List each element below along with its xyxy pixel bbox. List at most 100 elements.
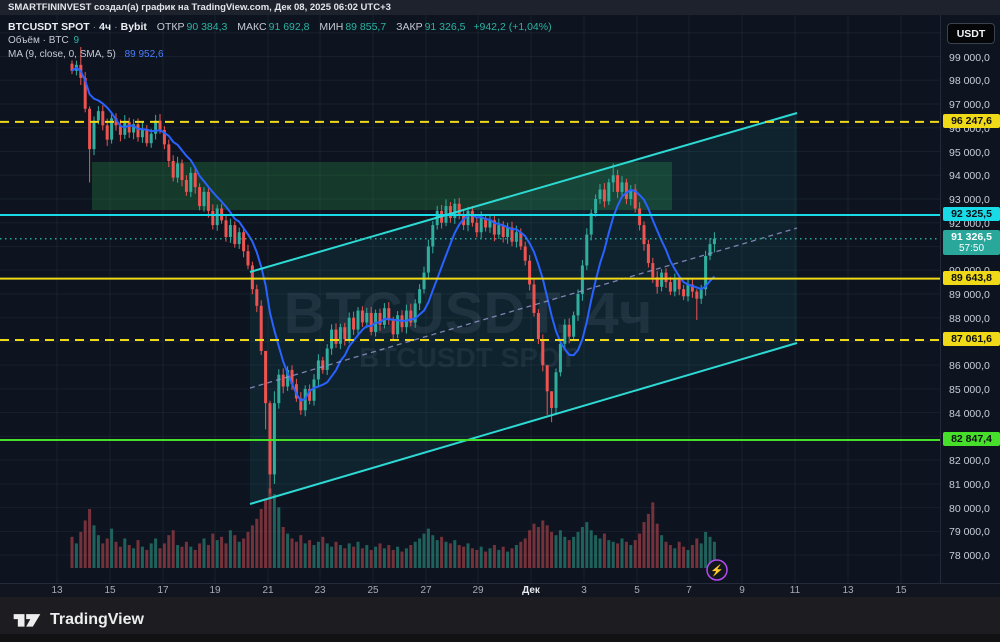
candle-body [682, 289, 686, 297]
candle-body [338, 327, 342, 344]
volume-bar [708, 536, 712, 568]
volume-bar [602, 533, 606, 568]
volume-value: 9 [73, 35, 80, 46]
candle-body [418, 289, 422, 304]
volume-bar [171, 530, 175, 568]
candle-body [532, 284, 536, 313]
candle-body [563, 324, 567, 344]
candle-body [158, 120, 162, 131]
volume-bar [83, 520, 87, 568]
volume-bar [242, 538, 246, 568]
chart-legend[interactable]: BTCUSDT SPOT · 4ч · Bybit ОТКР 90 384,3 МАКС 9… [8, 20, 552, 62]
candle-body [409, 310, 413, 323]
volume-bar [193, 549, 197, 568]
candle-body [365, 312, 369, 323]
time-tick-label: 15 [104, 585, 116, 596]
volume-bar [387, 545, 391, 568]
volume-bar [413, 541, 417, 568]
channel-upper-trendline [249, 112, 798, 273]
candle-body [426, 246, 430, 273]
volume-bar [136, 540, 140, 568]
volume-bar [677, 541, 681, 568]
candle-body [497, 225, 501, 235]
candle-body [466, 210, 470, 226]
legend-volume-row[interactable]: Объём · BTC 9 [8, 34, 552, 48]
candle-body [237, 232, 241, 245]
volume-bar [686, 549, 690, 568]
volume-bar [290, 538, 294, 568]
candle-body [642, 225, 646, 245]
candle-body [550, 391, 554, 408]
price-tick-label: 82 000,0 [949, 455, 990, 468]
lightning-marker-icon [706, 559, 728, 581]
candle-body [470, 210, 474, 223]
volume-bar [118, 546, 122, 568]
candle-body [140, 128, 144, 138]
candle-body [572, 315, 576, 337]
time-tick-label: 13 [51, 585, 63, 596]
volume-bar [184, 541, 188, 568]
candle-body [413, 303, 417, 323]
candle-body [162, 130, 166, 145]
volume-bar [633, 540, 637, 568]
time-tick-label: 17 [157, 585, 169, 596]
candle-body [228, 225, 232, 237]
attribution-text: SMARTFININVEST создал(а) график на Tradi… [8, 2, 391, 13]
tradingview-brand-text[interactable]: TradingView [50, 610, 144, 628]
volume-bar [497, 549, 501, 568]
tradingview-logo-icon[interactable] [12, 608, 42, 632]
currency-toggle-button[interactable]: USDT [947, 23, 995, 44]
time-tick-label: 29 [472, 585, 484, 596]
candle-body [110, 118, 114, 140]
candle-body [686, 284, 690, 297]
legend-ma-row[interactable]: MA (9, close, 0, SMA, 5) 89 952,6 [8, 48, 552, 62]
volume-bar [426, 528, 430, 568]
volume-bar [536, 527, 540, 568]
volume-bar [396, 546, 400, 568]
candle-body [246, 251, 250, 266]
candle-body [506, 227, 510, 237]
candle-body [101, 111, 105, 126]
candle-body [154, 120, 158, 134]
candle-body [352, 317, 356, 330]
legend-symbol-row[interactable]: BTCUSDT SPOT · 4ч · Bybit ОТКР 90 384,3 МАКС 9… [8, 20, 552, 34]
level-price-badge: 92 325,5 [943, 207, 1000, 221]
volume-bar [448, 543, 452, 568]
candle-body [541, 339, 545, 366]
volume-bar [589, 530, 593, 568]
volume-bar [484, 551, 488, 568]
volume-bar [444, 541, 448, 568]
time-tick-label: 9 [739, 585, 745, 596]
close-label: ЗАКР [396, 21, 423, 33]
channel-lower-trendline [249, 342, 798, 505]
volume-bar [321, 536, 325, 568]
volume-bar [92, 525, 96, 568]
candle-body [475, 222, 479, 233]
volume-bar [374, 546, 378, 568]
price-axis[interactable]: USDT 99 000,0 98 000,0 97 000,0 96 000,0 95 … [940, 15, 1000, 583]
candle-body [136, 124, 140, 138]
volume-bar [255, 518, 259, 568]
candle-body [501, 225, 505, 237]
candle-body [206, 191, 210, 211]
volume-bar [532, 523, 536, 568]
volume-bar [668, 545, 672, 568]
price-tick-label: 78 000,0 [949, 550, 990, 563]
volume-bar [585, 522, 589, 568]
chart-area[interactable]: BTCUSDT, 4чBTCUSDT SPOT⚡ BTCUSDT SPOT·4ч… [0, 15, 1000, 597]
candle-body [607, 182, 611, 202]
candle-body [404, 310, 408, 328]
bar-countdown: 57:50 [958, 242, 985, 254]
candlestick-pane[interactable]: BTCUSDT, 4чBTCUSDT SPOT⚡ [0, 15, 940, 583]
candle-body [602, 189, 606, 202]
candle-body [286, 369, 290, 387]
volume-bar [162, 543, 166, 568]
volume-bar [259, 508, 263, 568]
high-label: МАКС [237, 21, 267, 33]
time-axis[interactable]: 13 15 17 19 21 23 25 27 29 Дек 3 5 7 9 11 13 15 [0, 583, 1000, 597]
volume-label: Объём · BTC [8, 35, 69, 46]
volume-bar [664, 541, 668, 568]
volume-bar [418, 538, 422, 568]
candle-body [554, 372, 558, 408]
candle-body [453, 203, 457, 218]
